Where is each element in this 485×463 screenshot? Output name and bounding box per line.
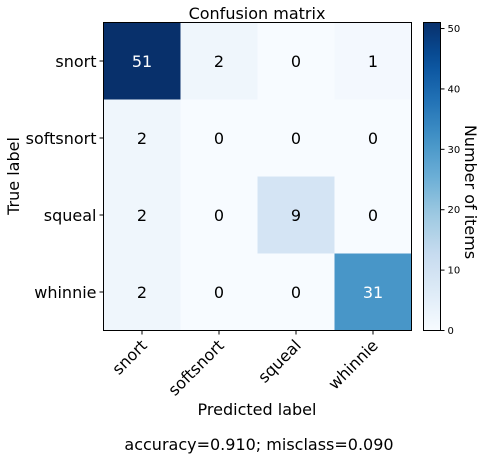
cell-value-label: 0: [214, 206, 224, 225]
matrix-cell: [180, 22, 258, 100]
cell-value-label: 2: [137, 129, 147, 148]
matrix-cell: [103, 176, 181, 254]
cell-value-label: 0: [368, 129, 378, 148]
matrix-cell: [180, 99, 258, 177]
plot-frame: [103, 22, 412, 331]
matrix-cell: [334, 176, 412, 254]
cell-value-label: 9: [291, 206, 301, 225]
colorbar-tick-label: 40: [448, 84, 461, 95]
matrix-cell: [257, 99, 335, 177]
y-tick-label: squeal: [44, 206, 97, 225]
y-axis-label: True label: [4, 137, 23, 216]
cell-value-label: 0: [368, 206, 378, 225]
x-tick-label: whinnie: [324, 336, 381, 393]
chart-title: Confusion matrix: [189, 4, 326, 23]
cell-value-label: 2: [137, 283, 147, 302]
cell-value-label: 0: [214, 283, 224, 302]
cell-value-label: 0: [291, 52, 301, 71]
matrix-cell: [103, 22, 181, 100]
matrix-cell: [257, 176, 335, 254]
matrix-cell: [334, 253, 412, 331]
colorbar-tick-label: 0: [448, 326, 454, 337]
colorbar-tick-label: 50: [448, 24, 461, 35]
y-tick-label: whinnie: [34, 283, 96, 302]
x-tick-label: softsnort: [164, 336, 228, 400]
cell-value-label: 0: [291, 129, 301, 148]
cell-value-label: 31: [363, 283, 383, 302]
matrix-cell: [257, 253, 335, 331]
matrix-cell: [180, 176, 258, 254]
cell-value-label: 2: [137, 206, 147, 225]
cell-value-label: 0: [214, 129, 224, 148]
x-tick-label: squeal: [254, 336, 305, 387]
colorbar-tick-label: 20: [448, 205, 461, 216]
matrix-cell: [103, 253, 181, 331]
matrix-cell: [180, 253, 258, 331]
y-tick-label: softsnort: [26, 129, 97, 148]
cell-value-label: 51: [132, 52, 152, 71]
colorbar-tick-label: 10: [448, 266, 461, 277]
matrix-cell: [257, 22, 335, 100]
x-tick-label: snort: [108, 336, 151, 379]
y-tick-label: snort: [55, 52, 96, 71]
colorbar: [423, 22, 441, 331]
matrix-cell: [334, 99, 412, 177]
colorbar-tick-label: 30: [448, 145, 461, 156]
colorbar-label: Number of items: [461, 125, 480, 259]
matrix-cell: [334, 22, 412, 100]
cell-value-label: 2: [214, 52, 224, 71]
cell-value-label: 0: [291, 283, 301, 302]
matrix-cell: [103, 99, 181, 177]
cell-value-label: 1: [368, 52, 378, 71]
accuracy-footer: accuracy=0.910; misclass=0.090: [124, 435, 393, 454]
x-axis-label: Predicted label: [198, 400, 317, 419]
